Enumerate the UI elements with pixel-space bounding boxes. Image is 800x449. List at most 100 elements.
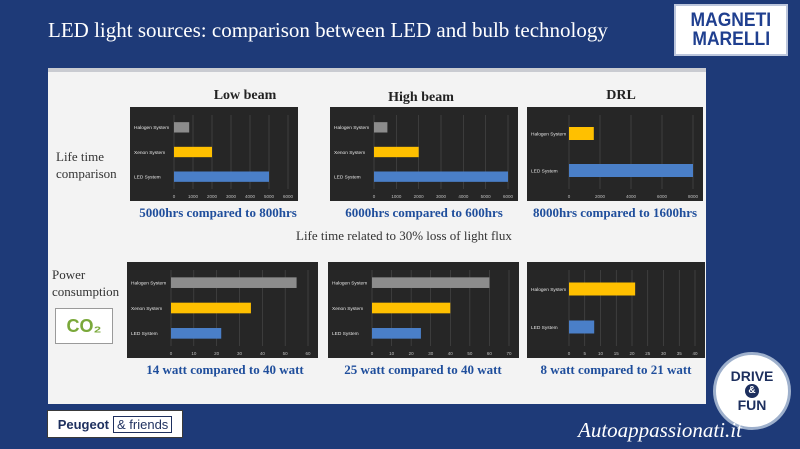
category-label: LED System bbox=[332, 331, 359, 337]
row-label-power: Power consumption bbox=[52, 266, 119, 300]
chart-life-time-low-beam: 0 1000 2000 3000 4000 5000 6000 Halogen System X… bbox=[130, 107, 298, 201]
tick-label: 0 bbox=[170, 351, 173, 356]
bar bbox=[171, 302, 251, 314]
peugeot-brand: Peugeot bbox=[57, 416, 109, 432]
bar bbox=[171, 277, 297, 288]
tick-label: 4000 bbox=[626, 194, 637, 199]
bar bbox=[569, 127, 594, 140]
category-label: LED System bbox=[131, 331, 158, 337]
row-label-power-line2: consumption bbox=[52, 284, 120, 299]
tick-label: 40 bbox=[692, 351, 698, 356]
category-label: Halogen System bbox=[131, 280, 166, 286]
tick-label: 2000 bbox=[414, 194, 425, 199]
chart-svg: 0 10 20 30 40 50 60 70 Halogen System Xenon Syste… bbox=[332, 270, 512, 356]
note-light-flux: Life time related to 30% loss of light f… bbox=[296, 228, 512, 243]
bar bbox=[372, 302, 451, 314]
peugeot-amp: & bbox=[116, 416, 126, 432]
tick-label: 20 bbox=[409, 351, 415, 356]
caption-life-drl: 8000hrs compared to 1600hrs bbox=[532, 205, 698, 220]
chart-svg: 0 10 20 30 40 50 60 Halogen System Xenon System L… bbox=[131, 270, 311, 356]
badge-drive: DRIVE bbox=[730, 368, 774, 384]
category-label: LED System bbox=[531, 168, 558, 174]
bar bbox=[174, 146, 212, 158]
category-label: LED System bbox=[531, 325, 558, 331]
co2-logo: CO₂ bbox=[55, 308, 113, 344]
tick-label: 4000 bbox=[245, 194, 256, 199]
column-header-drl: DRL bbox=[606, 88, 636, 103]
tick-label: 20 bbox=[214, 351, 220, 356]
bar bbox=[372, 277, 490, 288]
row-label-life-time-line1: Life time bbox=[56, 149, 105, 164]
tick-label: 35 bbox=[677, 351, 683, 356]
tick-label: 30 bbox=[661, 351, 667, 356]
tick-label: 40 bbox=[448, 351, 454, 356]
logo-line-2: MARELLI bbox=[692, 29, 770, 50]
tick-label: 10 bbox=[598, 351, 604, 356]
tick-label: 2000 bbox=[595, 194, 606, 199]
bar bbox=[171, 328, 222, 339]
tick-label: 30 bbox=[428, 351, 434, 356]
bar bbox=[174, 171, 269, 182]
logo-line-1: MAGNETI bbox=[690, 10, 772, 31]
category-label: Halogen System bbox=[531, 287, 566, 293]
caption-life-low: 5000hrs compared to 800hrs bbox=[139, 205, 297, 220]
chart-power-drl: 0 5 10 15 20 25 30 35 40 Halogen System LED System bbox=[527, 262, 705, 358]
caption-power-drl: 8 watt compared to 21 watt bbox=[540, 362, 692, 377]
tick-label: 2000 bbox=[207, 194, 218, 199]
tick-label: 10 bbox=[191, 351, 197, 356]
bar bbox=[374, 146, 419, 158]
tick-label: 60 bbox=[305, 351, 311, 356]
tick-label: 5 bbox=[583, 351, 586, 356]
tick-label: 20 bbox=[629, 351, 635, 356]
tick-label: 60 bbox=[487, 351, 493, 356]
tick-label: 70 bbox=[506, 351, 512, 356]
panel-top-stripe bbox=[48, 68, 706, 72]
category-label: Halogen System bbox=[134, 125, 169, 131]
peugeot-friends-box: & friends bbox=[112, 415, 173, 433]
tick-label: 3000 bbox=[226, 194, 237, 199]
category-label: Xenon System bbox=[134, 150, 165, 156]
tick-label: 10 bbox=[389, 351, 395, 356]
tick-label: 4000 bbox=[458, 194, 469, 199]
badge-amp: & bbox=[745, 384, 759, 398]
tick-label: 50 bbox=[283, 351, 289, 356]
category-label: Xenon System bbox=[131, 306, 162, 312]
slide-title: LED light sources: comparison between LE… bbox=[48, 18, 608, 42]
badge-fun: FUN bbox=[737, 397, 767, 413]
category-label: Halogen System bbox=[531, 131, 566, 137]
chart-svg: 0 2000 4000 6000 8000 Halogen System LED Syste… bbox=[531, 115, 699, 199]
category-label: Xenon System bbox=[332, 306, 363, 312]
tick-label: 40 bbox=[260, 351, 266, 356]
peugeot-friends: friends bbox=[129, 416, 169, 432]
peugeot-friends-logo: Peugeot & friends bbox=[47, 410, 183, 438]
caption-power-high: 25 watt compared to 40 watt bbox=[344, 362, 502, 377]
tick-label: 6000 bbox=[657, 194, 668, 199]
tick-label: 8000 bbox=[688, 194, 699, 199]
category-label: Halogen System bbox=[332, 280, 367, 286]
tick-label: 0 bbox=[173, 194, 176, 199]
bar bbox=[174, 122, 190, 133]
tick-label: 30 bbox=[237, 351, 243, 356]
chart-svg: 0 1000 2000 3000 4000 5000 6000 Halogen System X… bbox=[134, 115, 294, 199]
tick-label: 15 bbox=[614, 351, 620, 356]
tick-label: 0 bbox=[373, 194, 376, 199]
tick-label: 1000 bbox=[188, 194, 199, 199]
chart-svg: 0 5 10 15 20 25 30 35 40 Halogen System LED System bbox=[531, 270, 698, 356]
tick-label: 5000 bbox=[264, 194, 275, 199]
chart-life-time-high-beam: 0 1000 2000 3000 4000 5000 6000 Halogen System X… bbox=[330, 107, 518, 201]
bar bbox=[374, 171, 508, 182]
category-label: LED System bbox=[134, 174, 161, 180]
caption-power-low: 14 watt compared to 40 watt bbox=[146, 362, 304, 377]
category-label: Xenon System bbox=[334, 150, 365, 156]
watermark: Autoappassionati.it bbox=[578, 418, 742, 442]
tick-label: 0 bbox=[568, 351, 571, 356]
caption-life-high: 6000hrs compared to 600hrs bbox=[345, 205, 503, 220]
category-label: Halogen System bbox=[334, 125, 369, 131]
chart-power-high-beam: 0 10 20 30 40 50 60 70 Halogen System Xenon Syste… bbox=[328, 262, 519, 358]
co2-label: CO₂ bbox=[66, 315, 102, 336]
tick-label: 50 bbox=[467, 351, 473, 356]
column-header-low-beam: Low beam bbox=[213, 88, 277, 103]
category-label: LED System bbox=[334, 174, 361, 180]
row-label-power-line1: Power bbox=[52, 267, 86, 282]
bar bbox=[569, 282, 636, 296]
